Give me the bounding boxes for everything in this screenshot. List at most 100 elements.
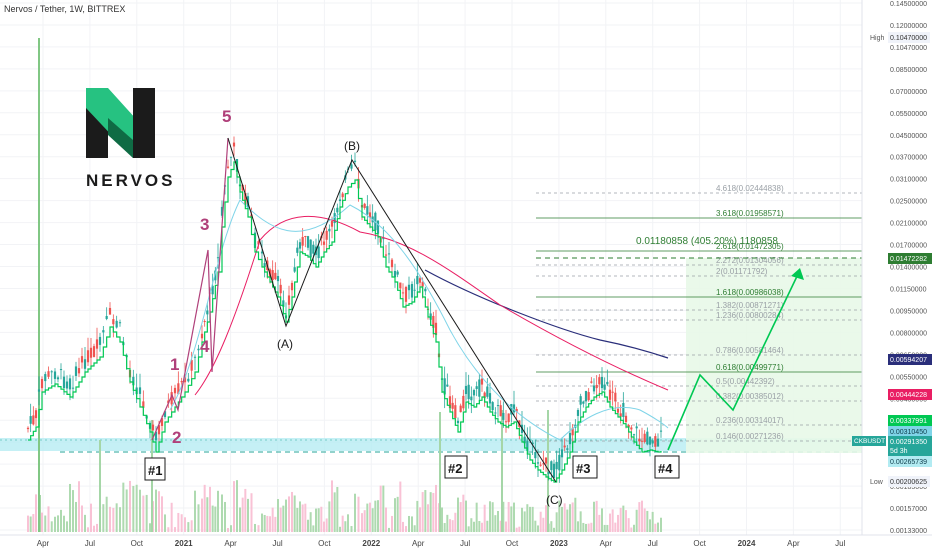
time-tick-label: 2024	[738, 539, 756, 548]
volume-bar	[145, 494, 148, 532]
candle-body	[214, 270, 217, 281]
volume-bar	[566, 509, 569, 532]
candle-body	[576, 410, 580, 416]
candle-body	[421, 282, 424, 287]
candle-body	[598, 377, 601, 385]
volume-bar	[50, 521, 53, 532]
candle-body	[614, 392, 617, 402]
volume-bar	[481, 522, 483, 532]
candle-body	[595, 384, 598, 389]
fib-level-label: 0.786(0.00581464)	[716, 346, 784, 355]
volume-bar	[57, 515, 59, 532]
candle-body	[112, 319, 115, 325]
volume-bar	[443, 523, 446, 532]
candle-body	[566, 448, 569, 450]
time-tick-label: Jul	[272, 539, 282, 548]
volume-bar	[254, 523, 256, 532]
volume-bar	[603, 524, 606, 532]
volume-bar	[201, 498, 203, 532]
fib-level-label: 3.618(0.01958571)	[716, 209, 784, 218]
impulse-wave-lines	[151, 137, 229, 441]
candle-body	[138, 387, 142, 394]
fib-level-label: 4.618(0.02444838)	[716, 184, 784, 193]
volume-bar	[115, 503, 118, 532]
volume-bar	[537, 525, 539, 532]
volume-bar	[399, 481, 402, 532]
volume-bar	[617, 514, 619, 532]
ma-blue-line	[424, 269, 669, 359]
candle-body	[544, 457, 548, 464]
price-tick-label: 0.10470000	[890, 45, 927, 52]
price-tick-label: 0.02100000	[890, 221, 927, 228]
volume-bar	[638, 502, 641, 532]
volume-bar	[90, 503, 92, 532]
candle-body	[336, 207, 339, 213]
candle-body	[451, 402, 454, 409]
volume-bar	[609, 513, 611, 532]
candle-body	[160, 418, 164, 426]
volume-bar	[214, 506, 217, 532]
svg-text:5d 3h: 5d 3h	[890, 448, 908, 455]
volume-bar	[299, 501, 301, 532]
volume-bar	[577, 521, 579, 532]
candle-body	[568, 432, 572, 445]
candle-body	[366, 206, 369, 215]
volume-bar	[396, 496, 399, 532]
candle-body	[317, 246, 320, 259]
candle-body	[193, 356, 197, 358]
fib-level-label: 0.236(0.00314017)	[716, 416, 784, 425]
volume-bar	[293, 495, 296, 532]
price-tick-label: 0.03100000	[890, 177, 927, 184]
volume-bar	[142, 495, 145, 532]
volume-bar	[209, 486, 211, 532]
candle-body	[443, 378, 446, 395]
candle-body	[74, 366, 78, 376]
volume-bar	[449, 519, 451, 532]
candle-body	[244, 193, 247, 205]
candle-body	[26, 427, 30, 430]
logo-wordmark: NERVOS	[86, 171, 176, 190]
price-tick-label: 0.02500000	[890, 199, 927, 206]
volume-spike	[99, 440, 101, 532]
volume-bar	[550, 521, 553, 532]
volume-bar	[331, 480, 333, 532]
candle-body	[624, 415, 628, 422]
volume-bar	[521, 507, 523, 532]
volume-bar	[211, 505, 214, 532]
candle-body	[464, 385, 468, 395]
candle-body	[115, 320, 118, 328]
volume-bar	[60, 509, 62, 532]
volume-bar	[328, 501, 331, 532]
candle-body	[648, 436, 652, 445]
wave-label-2: 2	[172, 428, 181, 447]
candle-body	[523, 436, 526, 444]
candle-body	[180, 381, 183, 383]
candle-body	[646, 431, 649, 445]
volume-bar	[486, 520, 489, 532]
time-tick-label: Oct	[131, 539, 144, 548]
volume-bar	[518, 526, 521, 532]
svg-text:0.10470000: 0.10470000	[890, 35, 927, 42]
candle-body	[470, 396, 473, 401]
candle-body	[170, 392, 173, 405]
candle-body	[287, 295, 291, 305]
volume-bar	[413, 525, 416, 532]
volume-bar	[441, 507, 443, 532]
volume-bar	[344, 521, 347, 532]
volume-bar	[291, 491, 293, 532]
candle-body	[282, 300, 285, 307]
volume-bar	[475, 502, 478, 532]
volume-bar	[325, 518, 328, 532]
svg-text:#2: #2	[448, 461, 462, 476]
candle-body	[86, 350, 90, 363]
candle-body	[515, 408, 518, 412]
high-tag: High 0.10470000	[870, 32, 930, 43]
candle-body	[659, 430, 663, 432]
volume-bar	[87, 527, 89, 532]
candle-body	[80, 356, 84, 363]
candle-body	[29, 416, 32, 424]
volume-bar	[29, 516, 32, 532]
candle-body	[203, 321, 206, 323]
volume-bar	[266, 515, 269, 532]
